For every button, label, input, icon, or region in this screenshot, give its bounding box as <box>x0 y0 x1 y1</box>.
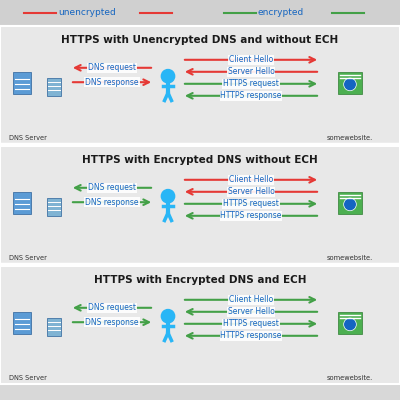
Text: Server Hello: Server Hello <box>228 187 274 196</box>
Text: Client Hello: Client Hello <box>229 175 273 184</box>
Circle shape <box>161 310 175 323</box>
Circle shape <box>344 78 356 91</box>
Bar <box>0 266 400 384</box>
Text: DNS response: DNS response <box>85 78 139 87</box>
Bar <box>0 0 400 26</box>
FancyBboxPatch shape <box>47 78 61 96</box>
Text: HTTPS request: HTTPS request <box>223 319 279 328</box>
FancyBboxPatch shape <box>338 72 362 94</box>
FancyBboxPatch shape <box>338 192 362 214</box>
Text: unencrypted: unencrypted <box>58 8 116 17</box>
Text: DNS request: DNS request <box>88 183 136 192</box>
Text: DNS request: DNS request <box>88 303 136 312</box>
Text: somewebsite.: somewebsite. <box>327 375 373 381</box>
FancyBboxPatch shape <box>47 198 61 216</box>
Text: Client Hello: Client Hello <box>229 295 273 304</box>
Text: DNS response: DNS response <box>85 198 139 207</box>
Bar <box>0 26 400 144</box>
Text: Server Hello: Server Hello <box>228 67 274 76</box>
Circle shape <box>161 70 175 83</box>
Text: Client Hello: Client Hello <box>229 55 273 64</box>
Text: HTTPS with Unencrypted DNS and without ECH: HTTPS with Unencrypted DNS and without E… <box>61 35 339 45</box>
FancyBboxPatch shape <box>13 192 31 214</box>
Circle shape <box>344 318 356 331</box>
FancyBboxPatch shape <box>13 312 31 334</box>
Text: DNS response: DNS response <box>85 318 139 327</box>
Text: somewebsite.: somewebsite. <box>327 255 373 261</box>
FancyBboxPatch shape <box>338 312 362 334</box>
Circle shape <box>161 190 175 203</box>
Text: HTTPS with Encrypted DNS and ECH: HTTPS with Encrypted DNS and ECH <box>94 275 306 285</box>
Text: somewebsite.: somewebsite. <box>327 135 373 141</box>
Text: Server Hello: Server Hello <box>228 307 274 316</box>
Text: HTTPS request: HTTPS request <box>223 199 279 208</box>
Text: HTTPS response: HTTPS response <box>220 331 282 340</box>
FancyBboxPatch shape <box>13 72 31 94</box>
Text: DNS request: DNS request <box>88 63 136 72</box>
FancyBboxPatch shape <box>47 318 61 336</box>
Text: DNS Server: DNS Server <box>9 135 47 141</box>
Circle shape <box>344 198 356 211</box>
Text: HTTPS with Encrypted DNS without ECH: HTTPS with Encrypted DNS without ECH <box>82 155 318 165</box>
Text: encrypted: encrypted <box>258 8 304 17</box>
Text: HTTPS request: HTTPS request <box>223 79 279 88</box>
Text: HTTPS response: HTTPS response <box>220 91 282 100</box>
Text: DNS Server: DNS Server <box>9 375 47 381</box>
Bar <box>0 146 400 264</box>
Text: DNS Server: DNS Server <box>9 255 47 261</box>
Text: HTTPS response: HTTPS response <box>220 211 282 220</box>
